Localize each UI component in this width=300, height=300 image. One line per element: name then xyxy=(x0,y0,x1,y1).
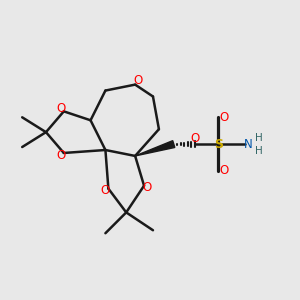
Text: O: O xyxy=(134,74,143,87)
Text: H: H xyxy=(255,146,262,156)
Text: O: O xyxy=(220,111,229,124)
Text: O: O xyxy=(101,184,110,196)
Polygon shape xyxy=(135,141,175,156)
Text: O: O xyxy=(142,181,152,194)
Text: N: N xyxy=(244,138,253,151)
Text: O: O xyxy=(56,149,65,162)
Text: O: O xyxy=(56,102,65,115)
Text: H: H xyxy=(255,133,262,142)
Text: S: S xyxy=(214,138,223,151)
Text: O: O xyxy=(190,132,199,145)
Text: O: O xyxy=(220,164,229,177)
